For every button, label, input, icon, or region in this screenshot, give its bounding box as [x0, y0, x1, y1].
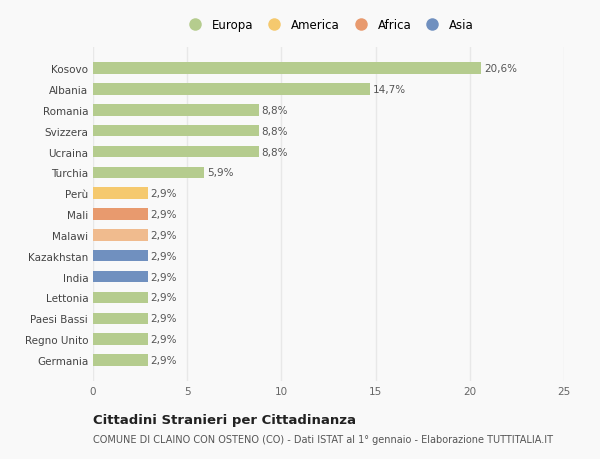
Text: 8,8%: 8,8% — [262, 126, 288, 136]
Bar — [93, 271, 148, 283]
Text: 20,6%: 20,6% — [484, 64, 517, 74]
Text: 2,9%: 2,9% — [151, 272, 177, 282]
Bar — [93, 188, 148, 200]
Bar — [93, 146, 259, 158]
Text: 2,9%: 2,9% — [151, 355, 177, 365]
Text: 2,9%: 2,9% — [151, 230, 177, 241]
Text: 8,8%: 8,8% — [262, 147, 288, 157]
Bar — [93, 251, 148, 262]
Bar — [93, 209, 148, 220]
Bar — [93, 354, 148, 366]
Bar — [93, 167, 204, 179]
Bar — [93, 292, 148, 303]
Text: COMUNE DI CLAINO CON OSTENO (CO) - Dati ISTAT al 1° gennaio - Elaborazione TUTTI: COMUNE DI CLAINO CON OSTENO (CO) - Dati … — [93, 434, 553, 444]
Text: 2,9%: 2,9% — [151, 251, 177, 261]
Text: Cittadini Stranieri per Cittadinanza: Cittadini Stranieri per Cittadinanza — [93, 413, 356, 426]
Text: 2,9%: 2,9% — [151, 313, 177, 324]
Text: 5,9%: 5,9% — [207, 168, 233, 178]
Text: 2,9%: 2,9% — [151, 334, 177, 344]
Text: 14,7%: 14,7% — [373, 85, 406, 95]
Bar — [93, 84, 370, 95]
Bar — [93, 313, 148, 324]
Text: 2,9%: 2,9% — [151, 210, 177, 219]
Bar — [93, 334, 148, 345]
Text: 2,9%: 2,9% — [151, 189, 177, 199]
Bar — [93, 63, 481, 75]
Bar — [93, 105, 259, 116]
Text: 2,9%: 2,9% — [151, 293, 177, 303]
Bar — [93, 230, 148, 241]
Text: 8,8%: 8,8% — [262, 106, 288, 116]
Legend: Europa, America, Africa, Asia: Europa, America, Africa, Asia — [179, 14, 478, 37]
Bar — [93, 126, 259, 137]
